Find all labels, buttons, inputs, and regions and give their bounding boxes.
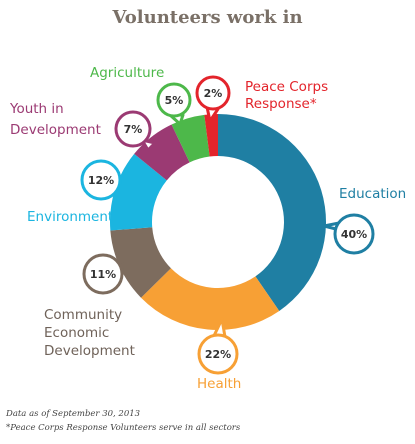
footnote-pcr: *Peace Corps Response Volunteers serve i… <box>6 423 241 433</box>
callout-bubble <box>80 159 122 201</box>
callout-bubble <box>195 75 231 111</box>
category-label-youth-2: Development <box>10 122 101 138</box>
category-label-education: Education <box>339 186 406 202</box>
category-label-youth-1: Youth in <box>9 101 64 117</box>
category-label-community-3: Development <box>44 343 135 359</box>
value-label-health: 22% <box>205 348 231 361</box>
callout-bubble <box>333 213 375 255</box>
category-label-community-1: Community <box>44 307 122 323</box>
callout-bubble <box>156 82 192 118</box>
callout-pcr: 2% <box>195 75 231 123</box>
callout-bubble <box>82 253 124 295</box>
category-label-community-2: Economic <box>44 325 109 341</box>
value-label-youth: 7% <box>124 123 143 136</box>
value-label-agriculture: 5% <box>165 94 184 107</box>
slice-health <box>141 268 280 330</box>
category-label-agriculture: Agriculture <box>90 65 164 81</box>
slice-peace-corps-response <box>204 114 218 157</box>
callout-education: 40% <box>322 213 375 255</box>
callout-bubble <box>197 333 239 375</box>
callout-community: 11% <box>82 253 126 295</box>
footnote-date: Data as of September 30, 2013 <box>6 409 141 419</box>
value-label-education: 40% <box>341 228 367 241</box>
chart-title: Volunteers work in <box>112 7 303 28</box>
callout-health: 22% <box>197 317 239 375</box>
callout-bubble <box>114 110 152 148</box>
value-label-community: 11% <box>90 268 116 281</box>
slice-education <box>218 114 326 311</box>
callout-youth: 7% <box>114 110 157 152</box>
slice-youth-in-development <box>134 124 190 181</box>
value-label-environment: 12% <box>88 174 114 187</box>
category-label-pcr-1: Peace Corps <box>245 79 328 95</box>
category-label-health: Health <box>197 376 241 392</box>
category-label-pcr-2: Response* <box>245 96 317 112</box>
category-label-environment: Environment <box>27 209 113 225</box>
slice-community-economic-development <box>110 227 171 298</box>
donut-slices <box>109 114 326 330</box>
value-label-pcr: 2% <box>204 87 223 100</box>
callout-environment: 12% <box>80 159 124 201</box>
slice-agriculture <box>171 114 210 163</box>
callout-agriculture: 5% <box>156 82 192 126</box>
slice-environment <box>109 153 167 231</box>
